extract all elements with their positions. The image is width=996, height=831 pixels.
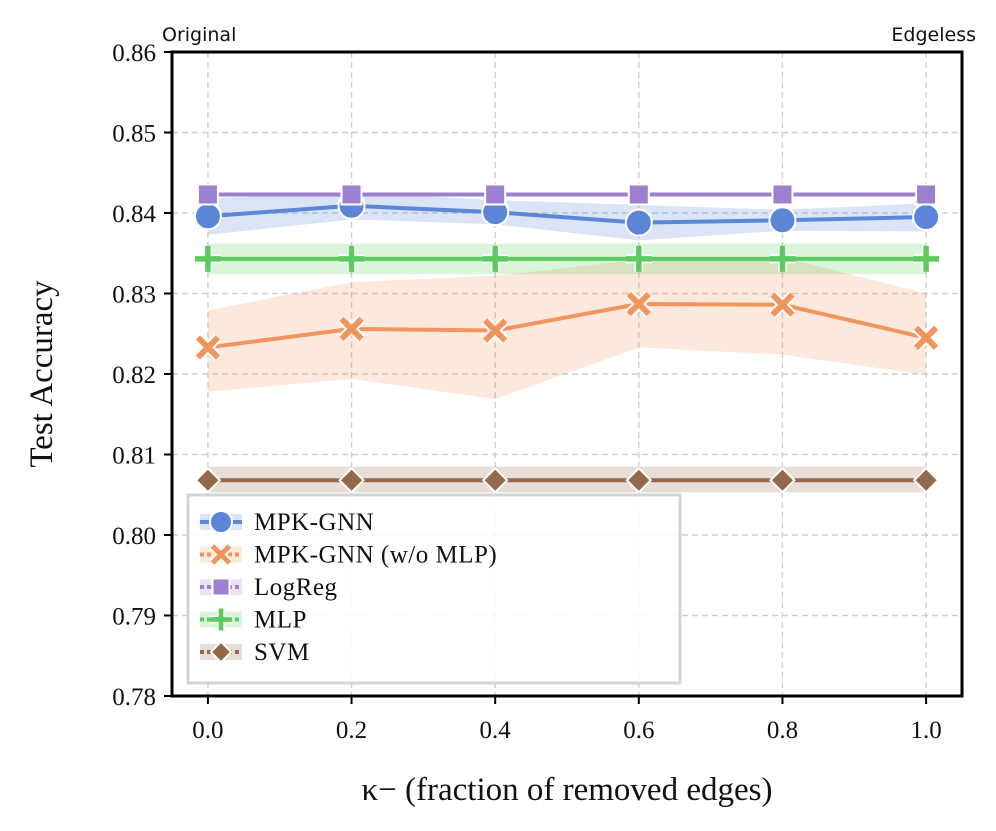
series-markers [193, 183, 941, 494]
mpk-gnn-point [768, 206, 797, 235]
logreg-point [340, 183, 363, 206]
y-tick-label: 0.83 [112, 282, 156, 309]
x-tick-label: 0.2 [336, 717, 367, 744]
plus-marker-stroke [913, 245, 940, 272]
svm-point [194, 466, 222, 494]
legend-item-mlp: MLP [200, 607, 307, 634]
legend-item-mpk-gnn: MPK-GNN [200, 509, 374, 536]
x-axis-label: κ− (fraction of removed edges) [362, 772, 773, 808]
logreg-point [915, 183, 938, 206]
y-tick-label: 0.79 [112, 604, 156, 631]
plus-marker-stroke [209, 608, 233, 631]
y-axis-label: Test Accuracy [24, 280, 60, 468]
logreg-point [771, 183, 794, 206]
x-tick-label: 0.6 [623, 717, 654, 744]
plus-marker-stroke [625, 245, 652, 272]
legend-item-svm: SVM [200, 639, 310, 666]
logreg-point [484, 183, 507, 206]
mpk-gnn-point [624, 208, 653, 237]
x-marker-stroke [195, 335, 221, 360]
mlp-point [482, 245, 509, 272]
series-lines [207, 192, 927, 483]
legend-label: SVM [254, 639, 310, 666]
x-marker-stroke [210, 544, 232, 565]
svm-point [625, 466, 653, 494]
legend-label: MPK-GNN [254, 509, 374, 536]
y-tick-label: 0.84 [112, 201, 156, 228]
y-tick-label: 0.85 [112, 121, 156, 148]
mpk-gnn-w-o-mlp-point [625, 290, 653, 318]
edgeless-annotation: Edgeless [891, 24, 976, 46]
plus-marker-stroke [338, 245, 365, 272]
y-tick-label: 0.86 [112, 40, 156, 67]
mpk-gnn-w-o-mlp-point [912, 324, 940, 352]
y-tick-label: 0.78 [112, 684, 156, 711]
x-tick-label: 0.4 [480, 717, 512, 744]
legend-item-logreg: LogReg [200, 574, 338, 601]
y-tick-label: 0.81 [112, 443, 156, 470]
mpk-gnn-w-o-mlp-point [768, 291, 796, 319]
legend: MPK-GNN MPK-GNN (w/o MLP) LogReg MLP SVM [186, 493, 682, 685]
x-marker-stroke [626, 291, 651, 317]
legend-label: LogReg [254, 574, 338, 601]
mpk-gnn-line [207, 203, 927, 225]
x-tick-label: 0.0 [192, 717, 223, 744]
logreg-point [196, 183, 219, 206]
plus-marker-stroke [769, 245, 796, 272]
svm-point [769, 466, 796, 494]
legend-swatch-marker [211, 577, 231, 597]
y-tick-label: 0.80 [112, 523, 156, 550]
legend-item-mpk-gnn-w-o-mlp: MPK-GNN (w/o MLP) [200, 542, 497, 569]
svm-point [912, 466, 940, 494]
mpk-gnn-w-o-mlp-band [207, 257, 927, 399]
x-tick-label: 1.0 [910, 717, 941, 744]
legend-swatch-marker [208, 509, 234, 535]
axis-ticks: 0.0 0.2 0.4 0.6 0.8 1.0 0.78 0.79 0.80 0.81 0.82 0.… [112, 40, 941, 744]
legend-label: MPK-GNN (w/o MLP) [254, 542, 497, 569]
mlp-point [913, 245, 940, 272]
mlp-point [194, 245, 221, 272]
x-marker-stroke [483, 318, 508, 343]
mpk-gnn-point [193, 202, 222, 231]
legend-label: MLP [254, 607, 307, 634]
svm-point [481, 466, 509, 494]
logreg-point [627, 183, 650, 206]
mpk-gnn-w-o-mlp-point [338, 315, 366, 343]
x-tick-label: 0.8 [767, 717, 798, 744]
mpk-gnn-w-o-mlp-point [481, 316, 509, 345]
mlp-point [769, 245, 796, 272]
mlp-point [338, 245, 365, 272]
legend-box [186, 493, 682, 685]
plus-marker-stroke [482, 245, 509, 272]
mlp-point [625, 245, 652, 272]
legend-swatch-marker [209, 640, 233, 664]
x-marker-stroke [770, 292, 795, 317]
legend-swatch-marker [209, 542, 233, 567]
x-marker-stroke [339, 316, 364, 342]
legend-swatch-marker [209, 608, 233, 631]
original-annotation: Original [162, 24, 236, 46]
confidence-bands [207, 192, 927, 493]
mpk-gnn-point [912, 203, 941, 232]
svm-point [338, 466, 365, 494]
plus-marker-stroke [194, 245, 221, 272]
y-tick-label: 0.82 [112, 362, 156, 389]
x-marker-stroke [913, 325, 939, 350]
mpk-gnn-w-o-mlp-line [207, 301, 927, 350]
mpk-gnn-w-o-mlp-point [194, 333, 222, 361]
